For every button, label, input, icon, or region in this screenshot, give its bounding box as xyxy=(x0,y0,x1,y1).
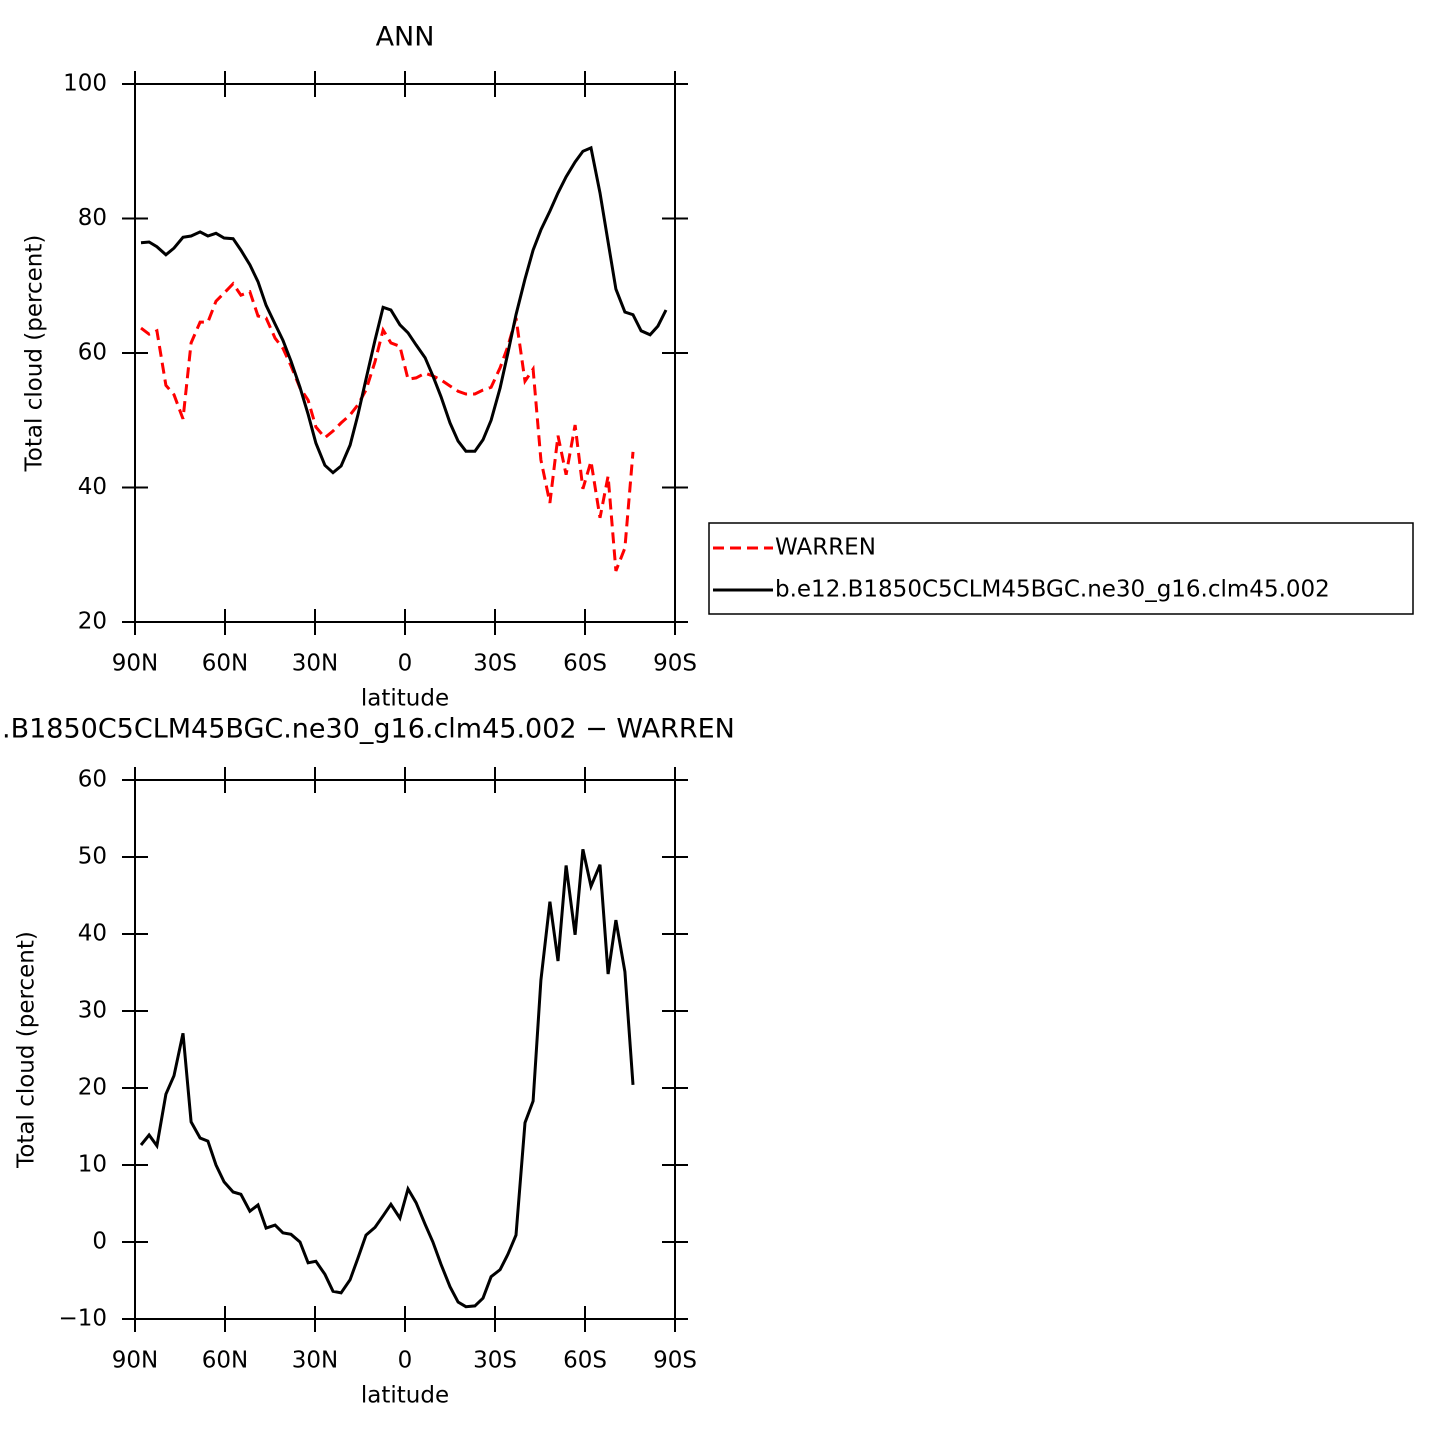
x-tick-label: 30N xyxy=(292,1348,338,1374)
legend-label: b.e12.B1850C5CLM45BGC.ne30_g16.clm45.002 xyxy=(775,577,1330,603)
y-tick-label: 30 xyxy=(78,998,107,1024)
y-axis-label: Total cloud (percent) xyxy=(22,235,48,473)
y-tick-label: 40 xyxy=(78,474,107,500)
x-tick-label: 0 xyxy=(398,1348,413,1374)
y-axis-label: Total cloud (percent) xyxy=(14,931,40,1169)
x-tick-label: 90S xyxy=(653,651,697,677)
x-tick-label: 30S xyxy=(473,1348,517,1374)
x-axis-label: latitude xyxy=(361,1383,449,1409)
x-tick-label: 60S xyxy=(563,651,607,677)
legend: WARREN b.e12.B1850C5CLM45BGC.ne30_g16.clm… xyxy=(708,522,1414,615)
plot: .B1850C5CLM45BGC.ne30_g16.clm45.002 − WA… xyxy=(2,714,735,1409)
y-tick-label: 100 xyxy=(63,71,107,97)
data-line xyxy=(140,145,668,475)
y-tick-label: 20 xyxy=(78,609,107,635)
x-tick-label: 30S xyxy=(473,651,517,677)
legend-box xyxy=(708,522,1414,615)
y-tick-label: 80 xyxy=(78,205,107,231)
plot-frame xyxy=(134,83,676,623)
x-tick-label: 60N xyxy=(202,1348,248,1374)
chart-title: .B1850C5CLM45BGC.ne30_g16.clm45.002 − WA… xyxy=(2,714,735,745)
x-tick-label: 90S xyxy=(653,1348,697,1374)
plot: ANN 20 40 60 80 100 90N 60N 30N 0 30S 60S 90S latitud… xyxy=(22,22,697,712)
y-tick-label: −10 xyxy=(58,1306,107,1332)
x-tick-label: 60N xyxy=(202,651,248,677)
y-tick-label: 60 xyxy=(78,340,107,366)
x-tick-label: 60S xyxy=(563,1348,607,1374)
chart-title: ANN xyxy=(376,22,435,53)
x-tick-label: 0 xyxy=(398,651,413,677)
x-axis-label: latitude xyxy=(361,686,449,712)
x-tick-label: 30N xyxy=(292,651,338,677)
y-tick-label: 50 xyxy=(78,844,107,870)
y-tick-label: 0 xyxy=(92,1229,107,1255)
data-line xyxy=(140,281,635,572)
legend-label: WARREN xyxy=(775,535,876,561)
x-tick-label: 90N xyxy=(112,1348,158,1374)
y-tick-label: 60 xyxy=(78,767,107,793)
y-tick-label: 10 xyxy=(78,1152,107,1178)
data-line xyxy=(139,848,635,1309)
y-tick-label: 20 xyxy=(78,1075,107,1101)
x-tick-label: 90N xyxy=(112,651,158,677)
plot-frame xyxy=(134,779,676,1320)
y-tick-label: 40 xyxy=(78,921,107,947)
